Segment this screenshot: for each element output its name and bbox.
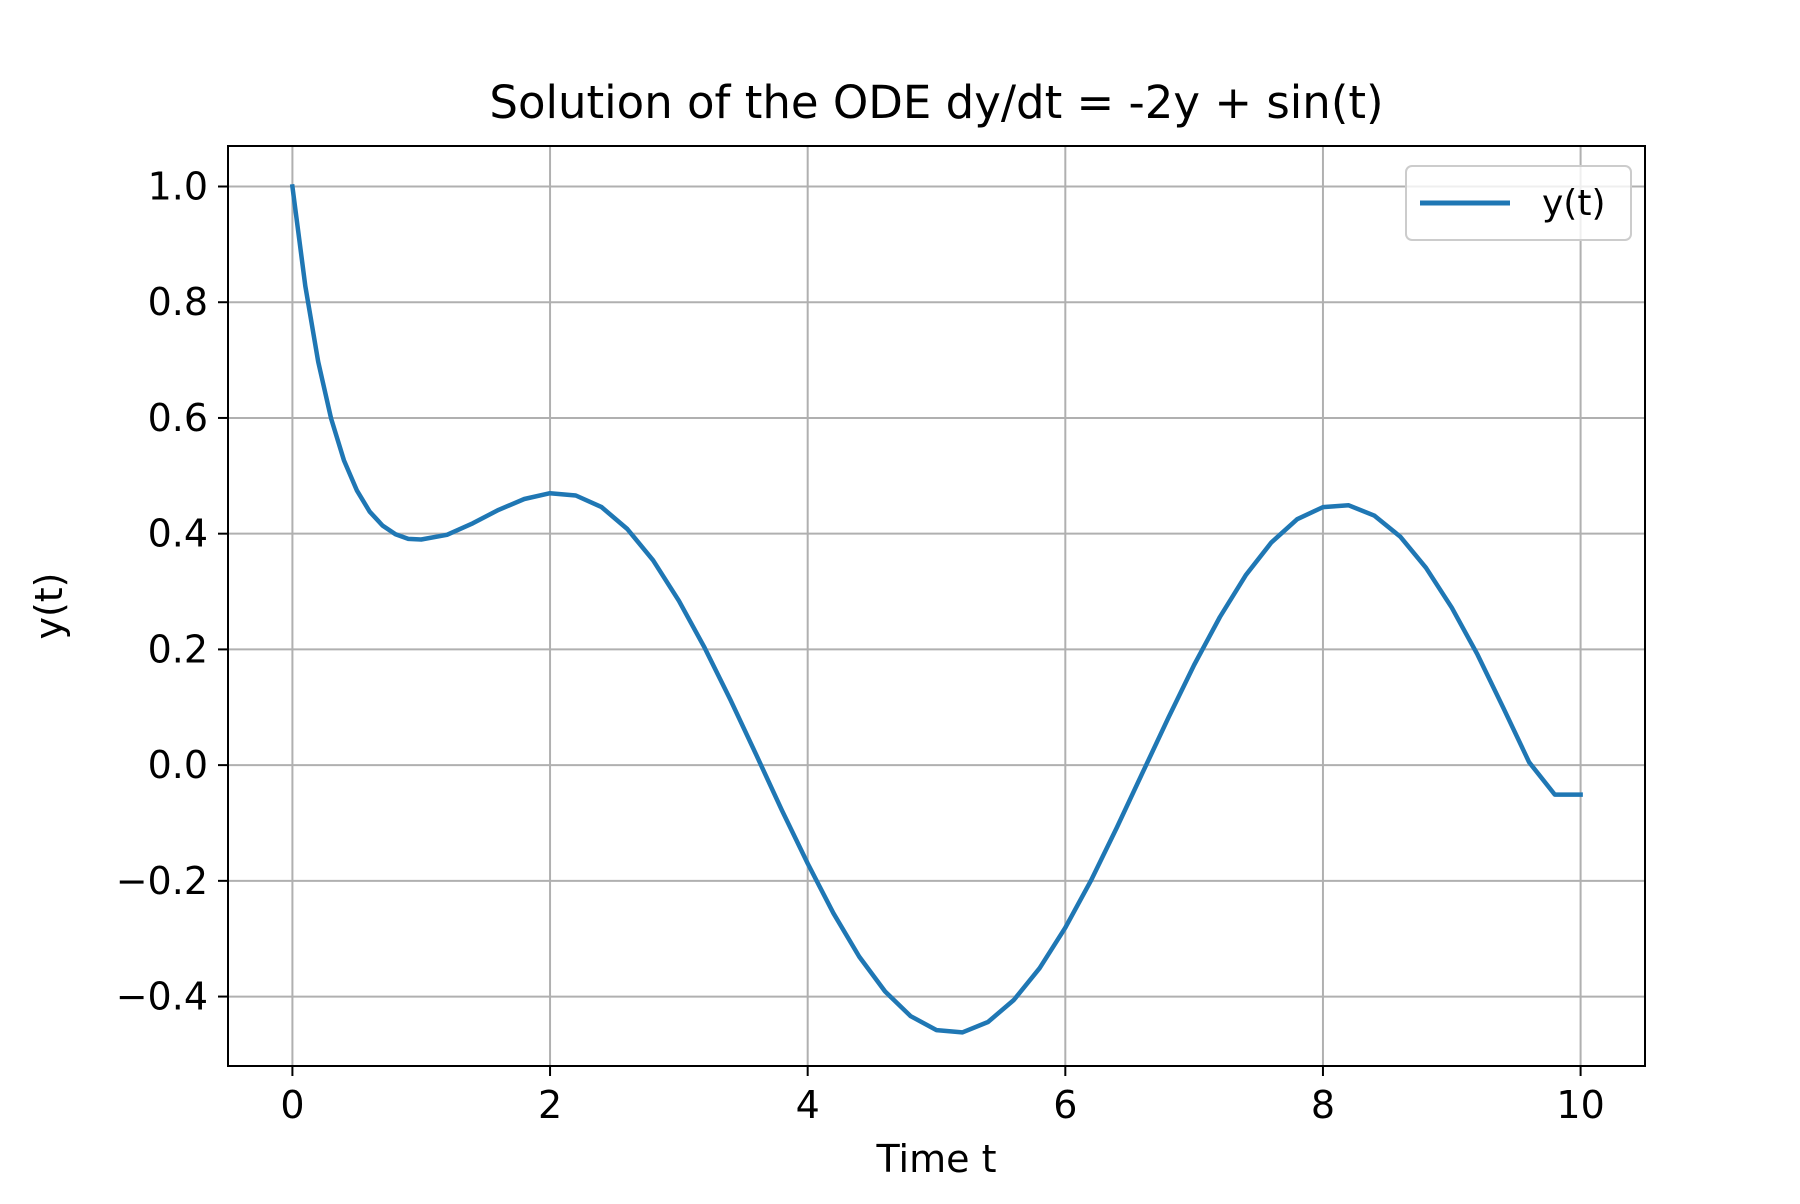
- y-tick-label: 0.0: [148, 743, 208, 787]
- x-tick-label: 2: [538, 1083, 562, 1127]
- y-tick-label: −0.4: [116, 975, 208, 1019]
- chart-title: Solution of the ODE dy/dt = -2y + sin(t): [489, 76, 1383, 129]
- y-tick-label: 0.6: [148, 396, 208, 440]
- y-tick-label: −0.2: [116, 859, 208, 903]
- plot-area-frame: [227, 145, 1646, 1067]
- y-axis-label: y(t): [27, 572, 71, 639]
- y-tick-label: 0.2: [148, 627, 208, 671]
- x-tick-label: 10: [1556, 1083, 1604, 1127]
- x-axis-label: Time t: [876, 1137, 997, 1181]
- x-tick-label: 4: [796, 1083, 820, 1127]
- legend: y(t): [1405, 165, 1632, 241]
- x-tick-label: 6: [1053, 1083, 1077, 1127]
- y-tick-label: 0.8: [148, 280, 208, 324]
- legend-box: [1405, 165, 1632, 241]
- x-tick-label: 8: [1311, 1083, 1335, 1127]
- y-tick-label: 1.0: [148, 165, 208, 209]
- y-tick-label: 0.4: [148, 512, 208, 556]
- series-line-y-t: [289, 183, 1583, 1035]
- legend-label-y-t: y(t): [1542, 183, 1606, 224]
- x-tick-label: 0: [280, 1083, 304, 1127]
